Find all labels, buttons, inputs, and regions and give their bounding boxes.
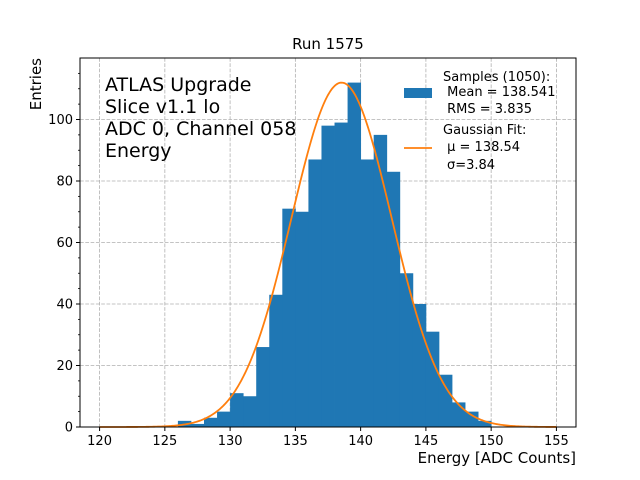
histogram-bar bbox=[452, 402, 466, 427]
histogram-bar bbox=[360, 159, 375, 427]
y-tick-label: 80 bbox=[56, 175, 73, 190]
histogram-bar bbox=[190, 423, 205, 427]
y-tick-label: 20 bbox=[56, 359, 73, 374]
legend-fit-sigma: σ=3.84 bbox=[447, 158, 495, 173]
histogram-bar bbox=[230, 393, 244, 427]
histogram-bar bbox=[334, 122, 348, 427]
annotation: ATLAS Upgrade Slice v1.1 lo ADC 0, Chann… bbox=[105, 74, 296, 162]
y-tick-label: 100 bbox=[48, 113, 73, 128]
histogram-bar bbox=[243, 396, 257, 427]
legend-samples-rms: RMS = 3.835 bbox=[443, 102, 532, 117]
x-tick-label: 150 bbox=[479, 434, 504, 449]
x-tick-label: 145 bbox=[413, 434, 438, 449]
x-tick-label: 130 bbox=[218, 434, 243, 449]
histogram-bar bbox=[399, 273, 414, 427]
legend-fit-mu: μ = 138.54 bbox=[443, 140, 520, 155]
histogram-bar bbox=[478, 420, 492, 427]
y-tick-label: 0 bbox=[65, 421, 73, 436]
histogram-bar bbox=[256, 347, 270, 427]
histogram-bar bbox=[373, 134, 388, 427]
histogram-bar bbox=[425, 331, 440, 427]
x-axis-label: Energy [ADC Counts] bbox=[418, 449, 576, 467]
histogram-bar bbox=[204, 417, 218, 427]
x-tick-label: 120 bbox=[87, 434, 112, 449]
histogram-bar bbox=[321, 125, 335, 428]
legend: Samples (1050): Mean = 138.541 RMS = 3.8… bbox=[404, 70, 555, 173]
y-axis-label: Entries bbox=[27, 58, 45, 110]
histogram-bar bbox=[282, 208, 296, 427]
axis-ticks: 120 125 130 135 140 145 150 155 0 20 40 60 80 100 bbox=[48, 72, 569, 449]
histogram-bar bbox=[269, 294, 283, 427]
gaussian-fit-curve bbox=[99, 81, 557, 428]
legend-samples-label: Samples (1050): bbox=[443, 70, 550, 85]
legend-swatch-samples bbox=[404, 88, 432, 98]
annotation-line: Slice v1.1 lo bbox=[105, 96, 220, 118]
annotation-line: Energy bbox=[105, 140, 172, 162]
histogram-bar bbox=[347, 82, 362, 427]
x-tick-label: 155 bbox=[544, 434, 569, 449]
annotation-line: ATLAS Upgrade bbox=[105, 74, 251, 96]
x-tick-label: 140 bbox=[348, 434, 373, 449]
histogram-bar bbox=[465, 411, 479, 427]
x-tick-label: 135 bbox=[283, 434, 308, 449]
x-tick-label: 125 bbox=[152, 434, 177, 449]
y-tick-label: 60 bbox=[56, 236, 73, 251]
histogram-bar bbox=[308, 159, 322, 427]
annotation-line: ADC 0, Channel 058 bbox=[105, 118, 296, 140]
histogram-bars bbox=[177, 82, 492, 428]
histogram-bar bbox=[217, 411, 231, 427]
y-tick-label: 40 bbox=[56, 298, 73, 313]
legend-fit-label: Gaussian Fit: bbox=[443, 123, 526, 138]
histogram-bar bbox=[295, 211, 309, 427]
chart-title: Run 1575 bbox=[292, 35, 364, 53]
legend-samples-mean: Mean = 138.541 bbox=[443, 85, 555, 100]
histogram-bar bbox=[386, 171, 401, 427]
histogram-bar bbox=[438, 374, 453, 427]
